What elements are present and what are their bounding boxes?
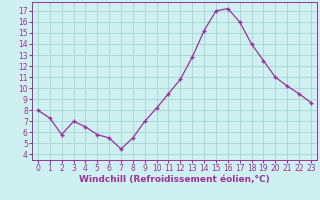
X-axis label: Windchill (Refroidissement éolien,°C): Windchill (Refroidissement éolien,°C) xyxy=(79,175,270,184)
